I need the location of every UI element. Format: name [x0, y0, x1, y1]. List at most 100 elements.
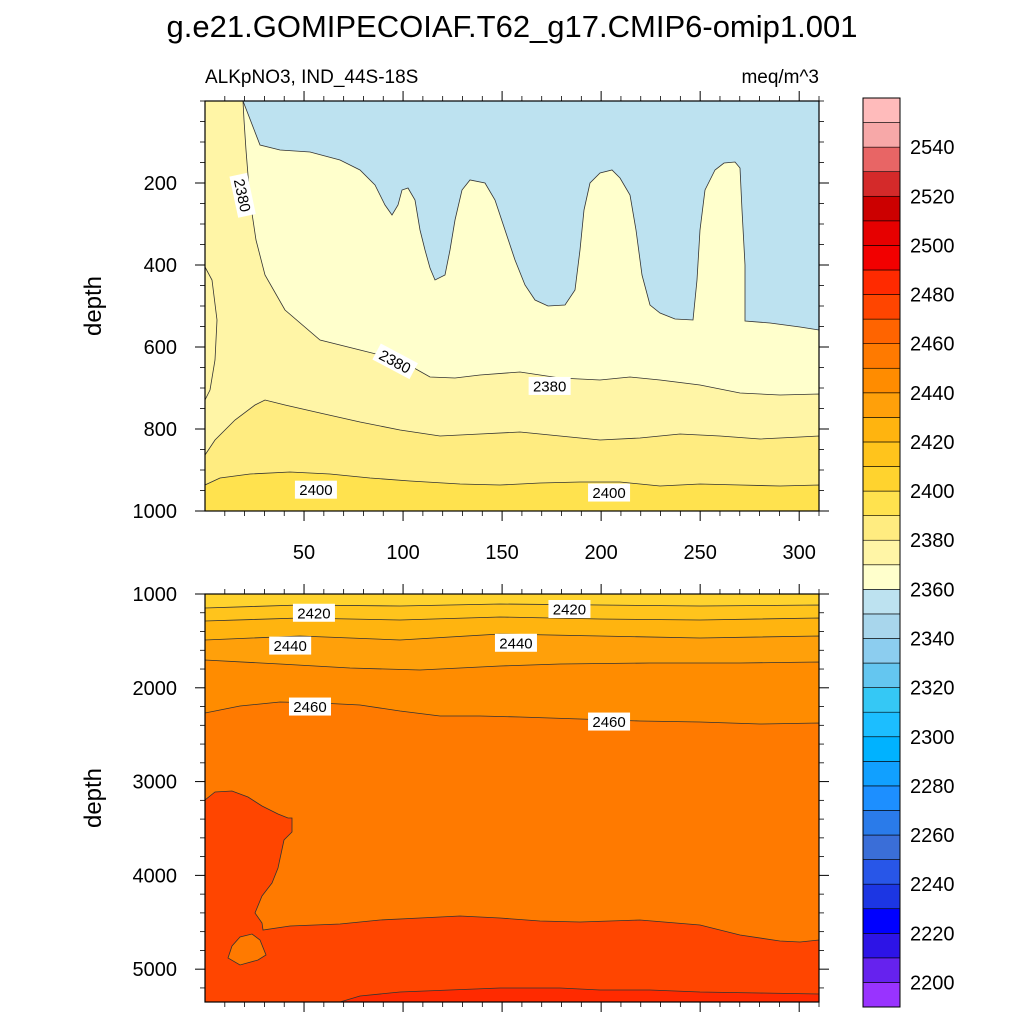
colorbar-swatch — [862, 171, 901, 197]
upper-axis-ticks: 200 400 600 800 1000 50 100 150 200 250 300 — [133, 91, 829, 564]
chart-units-label: meq/m^3 — [741, 67, 819, 88]
colorbar-swatch — [862, 736, 901, 762]
contour-label: 2460 — [288, 697, 331, 716]
contour-label: 2420 — [548, 600, 591, 619]
contour-label-text: 2460 — [293, 699, 326, 716]
y-tick-label: 1000 — [133, 584, 178, 606]
contour-label: 2380 — [229, 172, 256, 218]
x-tick-label: 100 — [386, 542, 419, 564]
colorbar-label: 2500 — [910, 235, 955, 257]
y-tick-label: 4000 — [133, 865, 178, 887]
x-tick-label: 50 — [293, 542, 315, 564]
y-tick-label: 800 — [144, 419, 177, 441]
colorbar-swatch — [862, 761, 901, 787]
contour-label-text: 2440 — [273, 638, 306, 655]
contour-label: 2400 — [588, 483, 631, 502]
upper-panel: 200 400 600 800 1000 50 100 150 200 250 300 2380 23… — [80, 91, 829, 564]
contour-label: 2440 — [269, 636, 312, 655]
colorbar-swatch — [862, 711, 901, 738]
x-tick-label: 150 — [485, 542, 518, 564]
colorbar-label: 2540 — [910, 137, 955, 159]
colorbar-swatch — [862, 441, 901, 467]
colorbar-swatch — [862, 220, 901, 246]
colorbar-swatch — [862, 589, 901, 615]
colorbar-label: 2400 — [910, 481, 955, 503]
contour-label-bg — [494, 633, 537, 652]
chart-title: g.e21.GOMIPECOIAF.T62_g17.CMIP6-omip1.00… — [167, 9, 858, 44]
colorbar-label: 2520 — [910, 186, 955, 208]
colorbar-label: 2240 — [910, 874, 955, 896]
lower-band-2480 — [339, 987, 819, 1002]
contour-label-bg — [294, 480, 337, 499]
colorbar-swatch — [862, 785, 901, 811]
upper-contour-left-pocket — [205, 266, 218, 401]
colorbar-label: 2480 — [910, 285, 955, 307]
contour-label: 2400 — [294, 480, 337, 499]
colorbar-swatch — [862, 638, 901, 664]
contour-label-bg — [288, 697, 331, 716]
colorbar-swatch — [862, 564, 901, 590]
y-tick-label: 3000 — [133, 772, 178, 794]
colorbar-swatch — [862, 97, 901, 123]
colorbar-label: 2420 — [910, 432, 955, 454]
y-tick-label: 400 — [144, 255, 177, 277]
contour-label-bg — [292, 603, 335, 622]
lower-band-2470 — [205, 790, 819, 1002]
colorbar-swatch — [862, 662, 901, 688]
colorbar-label: 2440 — [910, 383, 955, 405]
colorbar-label: 2320 — [910, 678, 955, 700]
contour-label-bg — [528, 376, 571, 395]
contour-label-text: 2380 — [230, 177, 254, 213]
contour-label: 2440 — [494, 633, 537, 652]
colorbar-swatch — [862, 859, 901, 885]
y-tick-label: 5000 — [133, 959, 178, 981]
contour-label-text: 2420 — [297, 605, 330, 622]
colorbar-swatch — [862, 466, 901, 492]
contour-label-text: 2460 — [592, 714, 625, 731]
lower-y-axis-label: depth — [80, 768, 107, 828]
lower-contour-fields — [205, 594, 819, 1002]
colorbar-label: 2280 — [910, 776, 955, 798]
upper-band-2400 — [205, 471, 819, 511]
x-tick-label: 250 — [683, 542, 716, 564]
colorbar-swatch — [862, 294, 901, 320]
contour-label-text: 2400 — [592, 485, 625, 502]
contour-label-bg — [588, 712, 631, 731]
colorbar-swatch — [862, 146, 901, 173]
colorbar-swatch — [862, 932, 901, 959]
colorbar-swatch — [862, 982, 901, 1008]
colorbar-label: 2340 — [910, 628, 955, 650]
lower-panel: 1000 2000 3000 4000 5000 2420 2420 2440 2440 246… — [80, 584, 829, 1012]
colorbar-label: 2360 — [910, 579, 955, 601]
upper-band-2360-region — [242, 101, 819, 331]
upper-contour-fields — [205, 101, 819, 511]
lower-axis-ticks: 1000 2000 3000 4000 5000 — [133, 584, 829, 1012]
colorbar-swatch — [862, 490, 901, 516]
lower-plot-frame — [204, 593, 820, 1003]
x-tick-label: 200 — [584, 542, 617, 564]
upper-y-axis-label: depth — [80, 276, 107, 336]
contour-label: 2460 — [588, 712, 631, 731]
lower-contour-labels: 2420 2420 2440 2440 2460 2460 — [269, 600, 631, 731]
colorbar-swatch — [862, 613, 901, 639]
contour-label-bg — [229, 172, 256, 218]
colorbar-swatch — [862, 883, 901, 910]
colorbar-label: 2460 — [910, 334, 955, 356]
colorbar-swatch — [862, 539, 901, 566]
contour-label-bg — [588, 483, 631, 502]
colorbar-swatch — [862, 957, 901, 983]
colorbar-swatch — [862, 392, 901, 418]
contour-label-text: 2380 — [533, 378, 566, 395]
colorbar-swatch — [862, 269, 901, 295]
colorbar-swatch — [862, 810, 901, 836]
colorbar-swatch — [862, 417, 901, 443]
contour-label: 2420 — [292, 603, 335, 622]
colorbar-swatch — [862, 195, 901, 222]
contour-label: 2380 — [528, 376, 571, 395]
colorbar-swatch — [862, 687, 901, 713]
y-tick-label: 1000 — [133, 501, 178, 523]
contour-label-text: 2440 — [499, 635, 532, 652]
colorbar-label: 2260 — [910, 825, 955, 847]
